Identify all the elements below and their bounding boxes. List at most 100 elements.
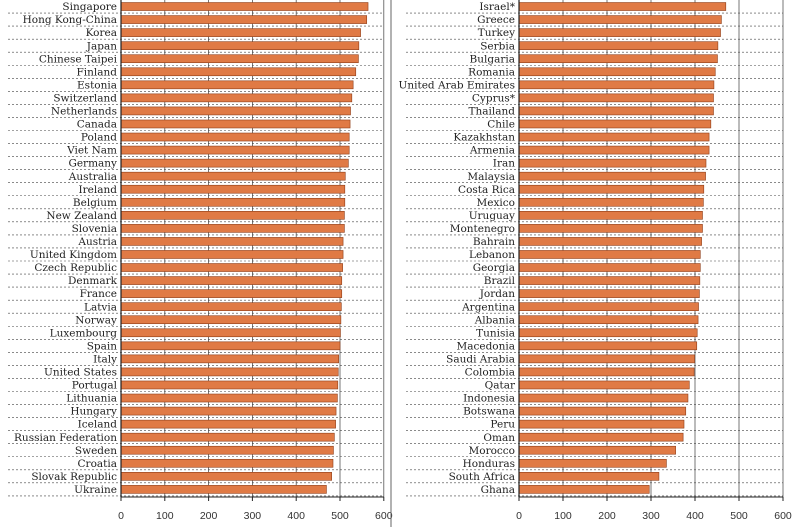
right-category-label: Albania <box>474 314 515 326</box>
right-category-label: Saudi Arabia <box>446 353 515 365</box>
left-bar <box>120 67 357 77</box>
left-category-label: Finland <box>76 66 117 78</box>
left-bar <box>120 171 346 181</box>
right-bar <box>518 119 712 129</box>
right-bar <box>518 289 700 298</box>
left-category-label: Poland <box>81 132 117 144</box>
left-bar <box>120 445 334 455</box>
right-bar <box>518 224 703 233</box>
right-bar <box>518 93 714 103</box>
left-bar <box>120 276 343 285</box>
right-bar <box>518 41 719 50</box>
left-category-label: Australia <box>68 171 117 183</box>
right-category-label: Georgia <box>473 262 515 274</box>
right-category-label: Bulgaria <box>470 53 515 65</box>
left-bar <box>120 485 327 494</box>
left-category-label: Belgium <box>73 197 117 209</box>
left-tick-label: 300 <box>244 510 262 522</box>
left-category-label: Chinese Taipei <box>39 53 118 65</box>
right-category-label: Thailand <box>469 106 516 118</box>
left-bar <box>120 224 345 233</box>
left-category-label: Hungary <box>70 406 117 418</box>
left-category-label: Latvia <box>84 301 117 313</box>
left-bar <box>120 197 346 207</box>
right-bar <box>518 211 703 220</box>
left-category-label: United Kingdom <box>30 249 117 261</box>
left-category-label: France <box>80 288 117 300</box>
left-category-label: Viet Nam <box>66 145 117 157</box>
right-category-label: Lebanon <box>469 249 515 261</box>
left-bar <box>120 354 339 364</box>
left-category-label: Denmark <box>68 275 118 287</box>
left-category-label: Singapore <box>62 1 117 13</box>
right-bar <box>518 354 695 364</box>
right-tick-label: 500 <box>730 510 748 522</box>
left-category-label: United States <box>44 367 117 379</box>
right-category-label: Cyprus* <box>472 92 516 104</box>
right-bar <box>518 80 715 90</box>
left-bar <box>120 289 343 298</box>
left-bar <box>120 2 369 11</box>
left-bar <box>120 419 336 429</box>
left-tick-label: 500 <box>331 510 349 522</box>
left-category-label: Iceland <box>78 419 118 431</box>
right-category-label: Romania <box>468 66 515 78</box>
left-category-label: Netherlands <box>51 106 117 118</box>
right-tick-label: 0 <box>516 510 522 522</box>
left-bar <box>120 302 342 311</box>
right-category-label: Honduras <box>463 458 515 470</box>
left-category-label: Hong Kong-China <box>23 14 117 26</box>
left-bar <box>120 472 332 481</box>
left-bar <box>120 93 353 103</box>
left-category-label: Estonia <box>77 79 117 91</box>
left-bar <box>120 80 354 90</box>
left-tick-label: 0 <box>118 510 124 522</box>
right-category-label: Serbia <box>480 40 515 52</box>
right-category-label: Armenia <box>469 145 515 157</box>
left-category-label: Italy <box>93 353 117 365</box>
left-tick-label: 600 <box>375 510 393 522</box>
right-bar <box>518 171 706 181</box>
right-tick-label: 400 <box>686 510 704 522</box>
left-category-label: Spain <box>87 340 118 352</box>
left-category-label: Slovak Republic <box>31 471 117 483</box>
right-category-label: Chile <box>487 119 515 131</box>
left-tick-label: 200 <box>200 510 218 522</box>
right-bar <box>518 485 650 494</box>
left-bar <box>120 184 346 194</box>
left-bar <box>120 28 361 37</box>
left-bar <box>120 237 344 246</box>
right-category-label: Bahrain <box>473 236 515 248</box>
right-category-label: Oman <box>483 432 515 444</box>
right-bar <box>518 458 667 468</box>
right-category-label: Argentina <box>461 301 515 313</box>
right-bar <box>518 132 710 142</box>
right-bar <box>518 302 699 311</box>
right-bar <box>518 2 727 11</box>
left-bar <box>120 145 350 155</box>
left-bar <box>120 263 343 272</box>
left-category-label: Austria <box>77 236 117 248</box>
left-bar <box>120 41 360 50</box>
left-category-label: Switzerland <box>53 92 117 104</box>
right-bar <box>518 106 714 116</box>
right-category-label: Qatar <box>485 380 516 392</box>
right-bar <box>518 276 701 285</box>
right-category-label: South Africa <box>449 471 515 483</box>
right-bar <box>518 67 716 77</box>
left-bar <box>120 54 359 64</box>
right-category-label: Brazil <box>484 275 516 287</box>
left-category-label: New Zealand <box>46 210 117 222</box>
left-bar <box>120 341 341 351</box>
right-bar <box>518 380 690 390</box>
right-category-label: Kazakhstan <box>453 132 515 144</box>
right-category-label: Costa Rica <box>458 184 515 196</box>
left-category-label: Russian Federation <box>14 432 117 444</box>
right-bar <box>518 341 698 351</box>
left-category-label: Japan <box>86 40 117 52</box>
right-bar <box>518 54 718 64</box>
left-bar <box>120 158 349 168</box>
left-bar <box>120 106 351 116</box>
right-category-label: Turkey <box>478 27 515 39</box>
right-bar <box>518 15 722 24</box>
